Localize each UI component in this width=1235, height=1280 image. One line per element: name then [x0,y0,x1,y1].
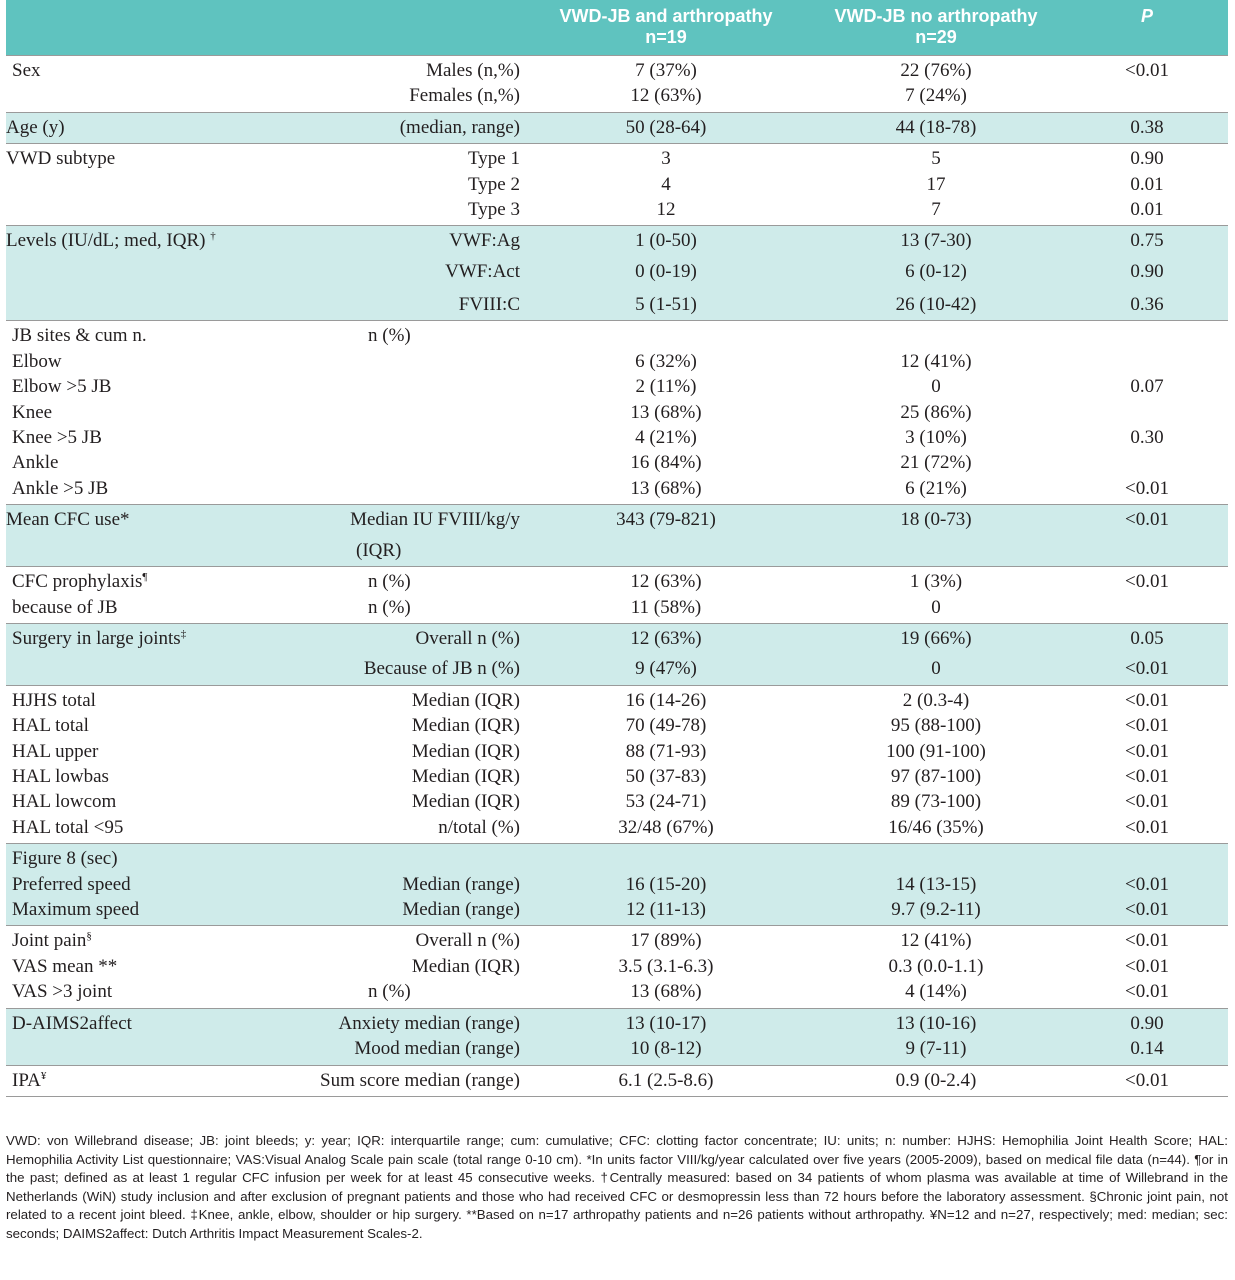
table-row: Type 2 4 17 0.01 [468,173,1164,195]
table-row: Females (n,%) 12 (63%) 7 (24%) [409,85,967,107]
table-row: VWD subtype Type 1 3 5 0.90 [6,148,1164,170]
group-aims: D-AIMS2affect Anxiety median (range) 13 … [6,1008,1228,1065]
table-row: HAL lowcom Median (IQR) 53 (24-71) 89 (7… [12,791,1169,813]
table-row: VAS >3 joint n (%) 13 (68%) 4 (14%) <0.0… [12,981,1169,1003]
header-p-value: P [1066,0,1228,56]
table-row: Ankle 16 (84%) 21 (72%) [12,452,972,474]
table-row: Knee 13 (68%) 25 (86%) [12,401,972,423]
table-row: VAS mean ** Median (IQR) 3.5 (3.1-6.3) 0… [12,955,1169,977]
table-row: VWF:Act 0 (0-19) 6 (0-12) 0.90 [6,258,1228,292]
table-row: (IQR) [6,537,1228,567]
table-row: Age (y) (median, range) 50 (28-64) 44 (1… [6,112,1228,144]
header-arthropathy: VWD-JB and arthropathy n=19 [526,0,806,56]
table-row: Preferred speed Median (range) 16 (15-20… [6,871,1228,898]
table-row: Because of JB n (%) 9 (47%) 0 <0.01 [6,656,1228,686]
table-row: FVIII:C 5 (1-51) 26 (10-42) 0.36 [6,291,1228,321]
table-row: Mean CFC use* Median IU FVIII/kg/y 343 (… [6,504,1228,538]
group-cfc-prophylaxis: CFC prophylaxis¶ n (%) 12 (63%) 1 (3%) <… [6,567,1228,624]
table-row: Figure 8 (sec) [6,843,1228,872]
group-figure8: Figure 8 (sec) Preferred speed Median (r… [6,843,1228,926]
table-row: HAL upper Median (IQR) 88 (71-93) 100 (9… [12,740,1169,762]
table-row: HJHS total Median (IQR) 16 (14-26) 2 (0.… [12,689,1169,711]
table-row: Elbow >5 JB 2 (11%) 0 0.07 [12,376,1164,398]
table-footnote: VWD: von Willebrand disease; JB: joint b… [6,1133,1228,1241]
group-hal: HJHS total Median (IQR) 16 (14-26) 2 (0.… [6,685,1228,844]
group-joint-pain: Joint pain§ Overall n (%) 17 (89%) 12 (4… [6,926,1228,1009]
table-row: HAL lowbas Median (IQR) 50 (37-83) 97 (8… [12,766,1169,788]
table-row: Elbow 6 (32%) 12 (41%) [12,350,972,372]
table-row: D-AIMS2affect Anxiety median (range) 13 … [6,1008,1228,1037]
group-age: Age (y) (median, range) 50 (28-64) 44 (1… [6,112,1228,144]
group-cfc-use: Mean CFC use* Median IU FVIII/kg/y 343 (… [6,504,1228,567]
table-row: Maximum speed Median (range) 12 (11-13) … [6,897,1228,926]
table-row: HAL total <95 n/total (%) 32/48 (67%) 16… [12,816,1169,838]
table-row: Type 3 12 7 0.01 [468,199,1164,221]
table-row: JB sites & cum n. n (%) [12,325,411,347]
table-row: because of JB n (%) 11 (58%) 0 [12,596,941,618]
table-row: Knee >5 JB 4 (21%) 3 (10%) 0.30 [12,426,1164,448]
table-row: Levels (IU/dL; med, IQR) † VWF:Ag 1 (0-5… [6,225,1228,259]
group-surgery: Surgery in large joints‡ Overall n (%) 1… [6,623,1228,686]
group-levels: Levels (IU/dL; med, IQR) † VWF:Ag 1 (0-5… [6,225,1228,321]
table-row: IPA¥ Sum score median (range) 6.1 (2.5-8… [12,1069,1169,1091]
table-row: Ankle >5 JB 13 (68%) 6 (21%) <0.01 [12,477,1169,499]
results-table: VWD-JB and arthropathy n=19 VWD-JB no art… [6,0,1228,1097]
table-row: HAL total Median (IQR) 70 (49-78) 95 (88… [12,715,1169,737]
table-header: VWD-JB and arthropathy n=19 VWD-JB no art… [6,0,1228,56]
header-no-arthropathy: VWD-JB no arthropathy n=29 [806,0,1066,56]
group-subtype: VWD subtype Type 1 3 5 0.90 Type 2 4 17 … [6,144,1228,226]
table-row: CFC prophylaxis¶ n (%) 12 (63%) 1 (3%) <… [12,571,1169,593]
group-ipa: IPA¥ Sum score median (range) 6.1 (2.5-8… [6,1065,1228,1097]
group-jb-sites: JB sites & cum n. n (%) Elbow 6 (32%) 12… [6,321,1228,505]
table-row: Joint pain§ Overall n (%) 17 (89%) 12 (4… [12,930,1169,952]
table-row: Surgery in large joints‡ Overall n (%) 1… [6,623,1228,657]
table-row: Sex Males (n,%) 7 (37%) 22 (76%) <0.01 [12,60,1169,81]
table-container: VWD-JB and arthropathy n=19 VWD-JB no art… [6,0,1228,1097]
table-row: Mood median (range) 10 (8-12) 9 (7-11) 0… [6,1036,1228,1065]
group-sex: Sex Males (n,%) 7 (37%) 22 (76%) <0.01 F… [6,56,1228,113]
